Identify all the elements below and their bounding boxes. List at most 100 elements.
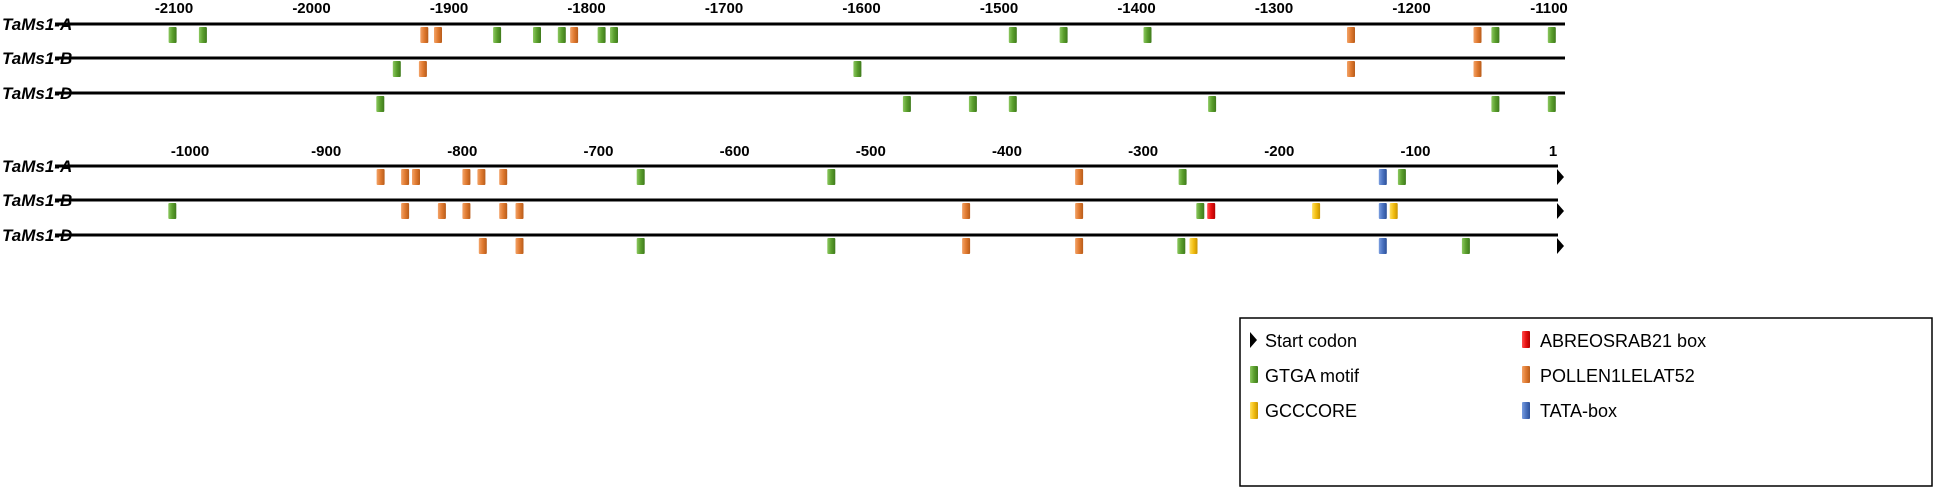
- legend-label-abre: ABREOSRAB21 box: [1540, 331, 1706, 351]
- element-mark-gtga: [168, 203, 177, 219]
- tick-label: -700: [583, 143, 613, 160]
- tick-label: -1100: [1530, 0, 1568, 17]
- element-mark-gtga: [1491, 27, 1500, 43]
- tick-label: -1800: [567, 0, 605, 17]
- element-mark-gcc: [1312, 203, 1321, 219]
- element-mark-gtga: [853, 61, 862, 77]
- tick-label: -200: [1264, 143, 1294, 160]
- legend-swatch-gcc-icon: [1250, 402, 1258, 419]
- element-mark-gtga: [376, 96, 385, 112]
- element-mark-gtga: [1547, 96, 1556, 112]
- element-mark-pollen: [515, 203, 524, 219]
- element-mark-gtga: [1008, 27, 1017, 43]
- element-mark-tata: [1378, 238, 1387, 254]
- tick-label: -1700: [705, 0, 743, 17]
- element-mark-pollen: [420, 27, 429, 43]
- gene-label: TaMs1-D: [2, 226, 72, 245]
- tick-label: -2000: [292, 0, 330, 17]
- element-mark-tata: [1378, 203, 1387, 219]
- element-mark-pollen: [499, 169, 508, 185]
- element-mark-gtga: [636, 238, 645, 254]
- element-mark-gtga: [968, 96, 977, 112]
- element-mark-gcc: [1189, 238, 1198, 254]
- element-mark-pollen: [499, 203, 508, 219]
- element-mark-pollen: [962, 203, 971, 219]
- element-mark-gtga: [827, 169, 836, 185]
- element-mark-pollen: [1347, 27, 1355, 43]
- legend-swatch-gtga-icon: [1250, 366, 1258, 383]
- panel-upstream: -2100 -2000 -1900 -1800 -1700 -1600 -1500 -1400…: [2, 0, 1568, 112]
- legend-label-gtga: GTGA motif: [1265, 366, 1360, 386]
- legend-swatch-tata-icon: [1522, 402, 1530, 419]
- tick-label: -2100: [155, 0, 193, 17]
- tick-label: -900: [311, 143, 341, 160]
- element-mark-gtga: [1547, 27, 1556, 43]
- element-mark-gtga: [1177, 238, 1186, 254]
- element-mark-pollen: [437, 203, 446, 219]
- element-mark-pollen: [570, 27, 579, 43]
- tick-label: -300: [1128, 143, 1158, 160]
- tick-label: -1400: [1117, 0, 1155, 17]
- panel-proximal: -1000 -900 -800 -700 -600 -500 -400 -300 -200 -10…: [2, 143, 1564, 254]
- element-mark-gtga: [168, 27, 177, 43]
- gene-label: TaMs1-A: [2, 157, 72, 176]
- element-mark-pollen: [1075, 238, 1084, 254]
- tick-label: -1900: [430, 0, 468, 17]
- legend: Start codon ABREOSRAB21 box GTGA motif P…: [1239, 317, 1933, 487]
- element-mark-gtga: [636, 169, 645, 185]
- element-mark-pollen: [477, 169, 486, 185]
- element-mark-pollen: [1347, 61, 1355, 77]
- tick-label: -1300: [1255, 0, 1293, 17]
- element-mark-gtga: [902, 96, 911, 112]
- tick-label: -1500: [980, 0, 1018, 17]
- tick-label: -400: [992, 143, 1022, 160]
- tick-label: -100: [1400, 143, 1430, 160]
- element-mark-gtga: [1008, 96, 1017, 112]
- gene-label: TaMs1-D: [2, 84, 72, 103]
- element-mark-tata: [1378, 169, 1387, 185]
- element-mark-gtga: [1059, 27, 1068, 43]
- element-mark-gtga: [827, 238, 836, 254]
- element-mark-gtga: [493, 27, 502, 43]
- legend-swatch-abre-icon: [1522, 331, 1530, 348]
- tick-label: -600: [720, 143, 750, 160]
- start-codon-icon: [1557, 169, 1564, 185]
- element-mark-pollen: [1473, 27, 1482, 43]
- legend-label-start-codon: Start codon: [1265, 331, 1357, 351]
- element-mark-abre: [1207, 203, 1216, 219]
- gene-label: TaMs1-B: [2, 49, 72, 68]
- element-mark-pollen: [1075, 169, 1084, 185]
- tick-label: -1200: [1392, 0, 1430, 17]
- tick-label: -1600: [842, 0, 880, 17]
- tick-label: -800: [447, 143, 477, 160]
- legend-label-gcc: GCCCORE: [1265, 401, 1357, 421]
- element-mark-gtga: [392, 61, 401, 77]
- gene-label: TaMs1-A: [2, 15, 72, 34]
- element-mark-gtga: [1178, 169, 1187, 185]
- start-codon-icon: [1557, 238, 1564, 254]
- element-mark-gtga: [1143, 27, 1152, 43]
- element-mark-pollen: [412, 169, 420, 185]
- element-mark-gtga: [198, 27, 207, 43]
- legend-box: [1239, 317, 1933, 487]
- element-mark-pollen: [434, 27, 442, 43]
- element-mark-pollen: [962, 238, 971, 254]
- element-mark-gtga: [1461, 238, 1470, 254]
- element-mark-pollen: [1075, 203, 1084, 219]
- gene-label: TaMs1-B: [2, 191, 72, 210]
- element-mark-gtga: [557, 27, 566, 43]
- legend-label-pollen: POLLEN1LELAT52: [1540, 366, 1695, 386]
- element-mark-gtga: [597, 27, 606, 43]
- element-mark-pollen: [462, 169, 471, 185]
- element-mark-gtga: [533, 27, 541, 43]
- tick-label: 1: [1549, 143, 1557, 160]
- tick-label: -1000: [171, 143, 209, 160]
- element-mark-gtga: [1397, 169, 1406, 185]
- start-codon-icon: [1250, 332, 1257, 348]
- element-mark-gtga: [1491, 96, 1500, 112]
- element-mark-gtga: [1208, 96, 1217, 112]
- element-mark-gtga: [610, 27, 618, 43]
- element-mark-gtga: [1196, 203, 1205, 219]
- start-codon-icon: [1557, 203, 1564, 219]
